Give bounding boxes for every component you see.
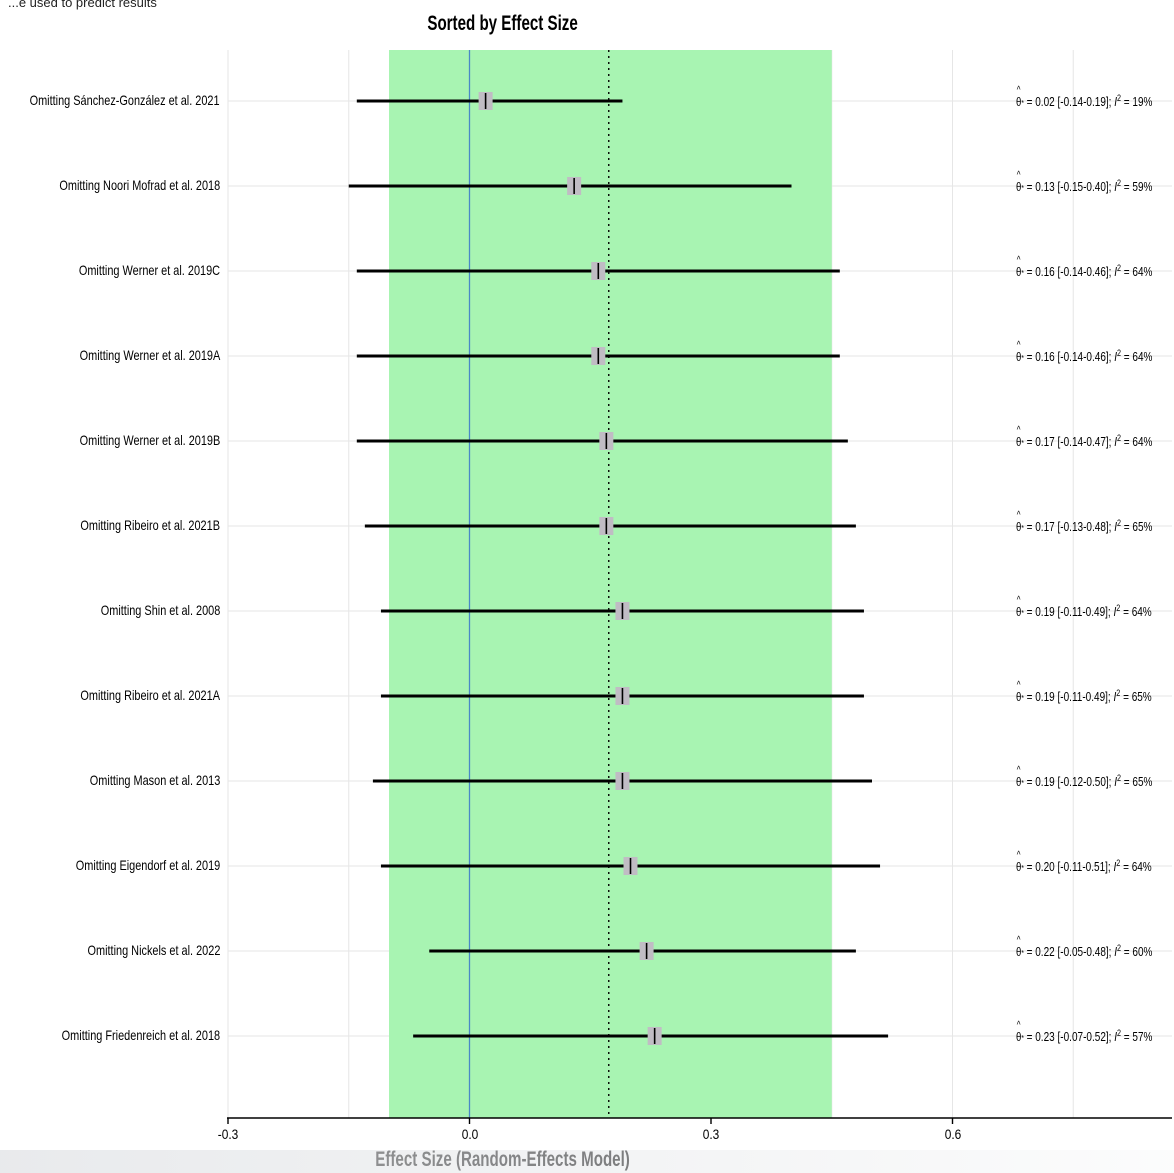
row-ci: [-0.15-0.40] (1057, 180, 1109, 195)
row-stat: ^ θ* = 0.17 [-0.14-0.47]; I2 = 64% (1016, 425, 1153, 450)
row-i2: 65% (1132, 775, 1153, 790)
study-label: Omitting Nickels et al. 2022 (87, 942, 220, 958)
row-ci: [-0.05-0.48] (1057, 945, 1109, 960)
theta-hat-symbol: ^ θ* (1016, 255, 1024, 280)
row-estimate: 0.23 (1035, 1030, 1055, 1045)
chart-title: Sorted by Effect Size (427, 12, 578, 35)
study-label: Omitting Ribeiro et al. 2021B (80, 517, 220, 533)
study-label: Omitting Werner et al. 2019A (79, 347, 220, 363)
top-note: ...e used to predict results (8, 0, 157, 10)
row-ci: [-0.07-0.52] (1057, 1030, 1109, 1045)
row-stat: ^ θ* = 0.19 [-0.11-0.49]; I2 = 65% (1016, 680, 1152, 705)
x-tick-label: -0.3 (217, 1126, 239, 1142)
row-stat: ^ θ* = 0.16 [-0.14-0.46]; I2 = 64% (1016, 255, 1153, 280)
row-i2: 64% (1131, 860, 1152, 875)
row-i2: 60% (1132, 945, 1153, 960)
row-i2: 64% (1132, 265, 1153, 280)
x-tick-label: 0.6 (944, 1126, 961, 1142)
row-stat: ^ θ* = 0.16 [-0.14-0.46]; I2 = 64% (1016, 340, 1153, 365)
row-estimate: 0.13 (1035, 180, 1055, 195)
rows-layer (348, 92, 889, 1045)
row-estimate: 0.19 (1035, 775, 1055, 790)
study-label: Omitting Shin et al. 2008 (100, 602, 220, 618)
row-estimate: 0.19 (1035, 605, 1055, 620)
theta-hat-symbol: ^ θ* (1016, 85, 1024, 110)
row-ci: [-0.14-0.46] (1057, 350, 1109, 365)
theta-hat-symbol: ^ θ* (1016, 425, 1024, 450)
row-stat: ^ θ* = 0.20 [-0.11-0.51]; I2 = 64% (1016, 850, 1152, 875)
row-stat: ^ θ* = 0.02 [-0.14-0.19]; I2 = 19% (1016, 85, 1153, 110)
row-i2: 59% (1132, 180, 1153, 195)
row-estimate: 0.19 (1035, 690, 1055, 705)
study-label: Omitting Eigendorf et al. 2019 (75, 857, 220, 873)
row-i2: 64% (1132, 350, 1153, 365)
study-label: Omitting Mason et al. 2013 (89, 772, 220, 788)
x-tick-label: 0.3 (702, 1126, 720, 1142)
row-ci: [-0.11-0.51] (1057, 860, 1108, 875)
row-i2: 64% (1131, 605, 1152, 620)
theta-hat-symbol: ^ θ* (1016, 1020, 1024, 1045)
row-stat: ^ θ* = 0.19 [-0.11-0.49]; I2 = 64% (1016, 595, 1152, 620)
row-stat: ^ θ* = 0.17 [-0.13-0.48]; I2 = 65% (1016, 510, 1153, 535)
row-estimate: 0.22 (1035, 945, 1055, 960)
row-i2: 57% (1132, 1030, 1153, 1045)
row-stat: ^ θ* = 0.13 [-0.15-0.40]; I2 = 59% (1016, 170, 1153, 195)
row-ci: [-0.11-0.49] (1057, 605, 1108, 620)
band-layer (389, 50, 832, 1118)
theta-hat-symbol: ^ θ* (1016, 680, 1024, 705)
pooled-interval-band (389, 50, 832, 1118)
study-label: Omitting Werner et al. 2019B (79, 432, 220, 448)
row-estimate: 0.02 (1035, 95, 1055, 110)
theta-hat-symbol: ^ θ* (1016, 595, 1024, 620)
row-ci: [-0.12-0.50] (1057, 775, 1109, 790)
study-label: Omitting Werner et al. 2019C (78, 262, 220, 278)
x-axis (227, 1117, 1172, 1124)
x-axis-title: Effect Size (Random-Effects Model) (375, 1148, 630, 1171)
row-i2: 19% (1132, 95, 1153, 110)
study-label: Omitting Noori Mofrad et al. 2018 (59, 177, 220, 193)
row-ci: [-0.14-0.47] (1057, 435, 1109, 450)
row-ci: [-0.14-0.46] (1057, 265, 1109, 280)
row-i2: 65% (1132, 520, 1153, 535)
theta-hat-symbol: ^ θ* (1016, 340, 1024, 365)
row-ci: [-0.11-0.49] (1057, 690, 1108, 705)
theta-hat-symbol: ^ θ* (1016, 170, 1024, 195)
theta-hat-symbol: ^ θ* (1016, 935, 1024, 960)
x-tick-label: 0.0 (461, 1126, 478, 1142)
row-estimate: 0.20 (1035, 860, 1055, 875)
theta-hat-symbol: ^ θ* (1016, 510, 1024, 535)
row-ci: [-0.13-0.48] (1057, 520, 1109, 535)
row-stat: ^ θ* = 0.19 [-0.12-0.50]; I2 = 65% (1016, 765, 1153, 790)
row-stat: ^ θ* = 0.22 [-0.05-0.48]; I2 = 60% (1016, 935, 1153, 960)
study-label: Omitting Sánchez-González et al. 2021 (30, 92, 220, 108)
study-label: Omitting Ribeiro et al. 2021A (80, 687, 220, 703)
theta-hat-symbol: ^ θ* (1016, 850, 1024, 875)
row-i2: 65% (1131, 690, 1152, 705)
row-estimate: 0.16 (1035, 265, 1055, 280)
theta-hat-symbol: ^ θ* (1016, 765, 1024, 790)
row-ci: [-0.14-0.19] (1057, 95, 1109, 110)
row-estimate: 0.16 (1035, 350, 1055, 365)
row-estimate: 0.17 (1035, 435, 1055, 450)
study-label: Omitting Friedenreich et al. 2018 (61, 1027, 220, 1043)
row-i2: 64% (1132, 435, 1153, 450)
reference-lines (468, 50, 610, 1118)
row-estimate: 0.17 (1035, 520, 1055, 535)
row-stat: ^ θ* = 0.23 [-0.07-0.52]; I2 = 57% (1016, 1020, 1153, 1045)
